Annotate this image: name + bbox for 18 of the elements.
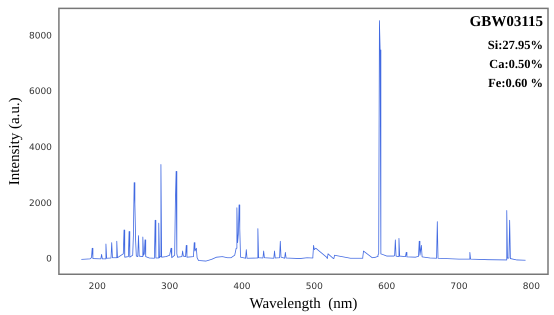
annotation: Si:27.95% [488,38,543,52]
y-tick-label: 2000 [29,198,52,209]
x-tick-label: 200 [88,282,106,292]
annotation: Ca:0.50% [489,56,543,71]
x-tick-label: 300 [161,282,178,292]
y-tick-label: 0 [46,254,52,265]
x-tick-label: 500 [306,282,324,292]
x-axis-title: Wavelength (nm) [249,296,358,312]
x-tick-label: 400 [233,282,251,292]
annotation: Fe:0.60 % [488,76,543,90]
x-tick-label: 800 [522,282,540,292]
y-tick-label: 4000 [29,143,52,154]
x-tick-label: 600 [378,282,396,292]
annotation: GBW03115 [470,14,543,30]
x-tick-label: 700 [450,282,468,292]
y-axis-title: Intensity (a.u.) [6,97,23,186]
y-tick-label: 8000 [29,31,52,42]
y-tick-label: 6000 [29,87,52,98]
